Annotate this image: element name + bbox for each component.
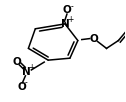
Text: O: O xyxy=(89,34,98,44)
Text: +: + xyxy=(28,63,35,73)
Text: N: N xyxy=(61,19,69,29)
Text: O: O xyxy=(12,57,21,67)
Text: -: - xyxy=(25,78,28,87)
Text: N: N xyxy=(22,67,31,77)
Text: +: + xyxy=(67,16,73,24)
Text: O: O xyxy=(17,82,26,92)
Text: O: O xyxy=(63,5,71,15)
Text: -: - xyxy=(71,2,73,11)
